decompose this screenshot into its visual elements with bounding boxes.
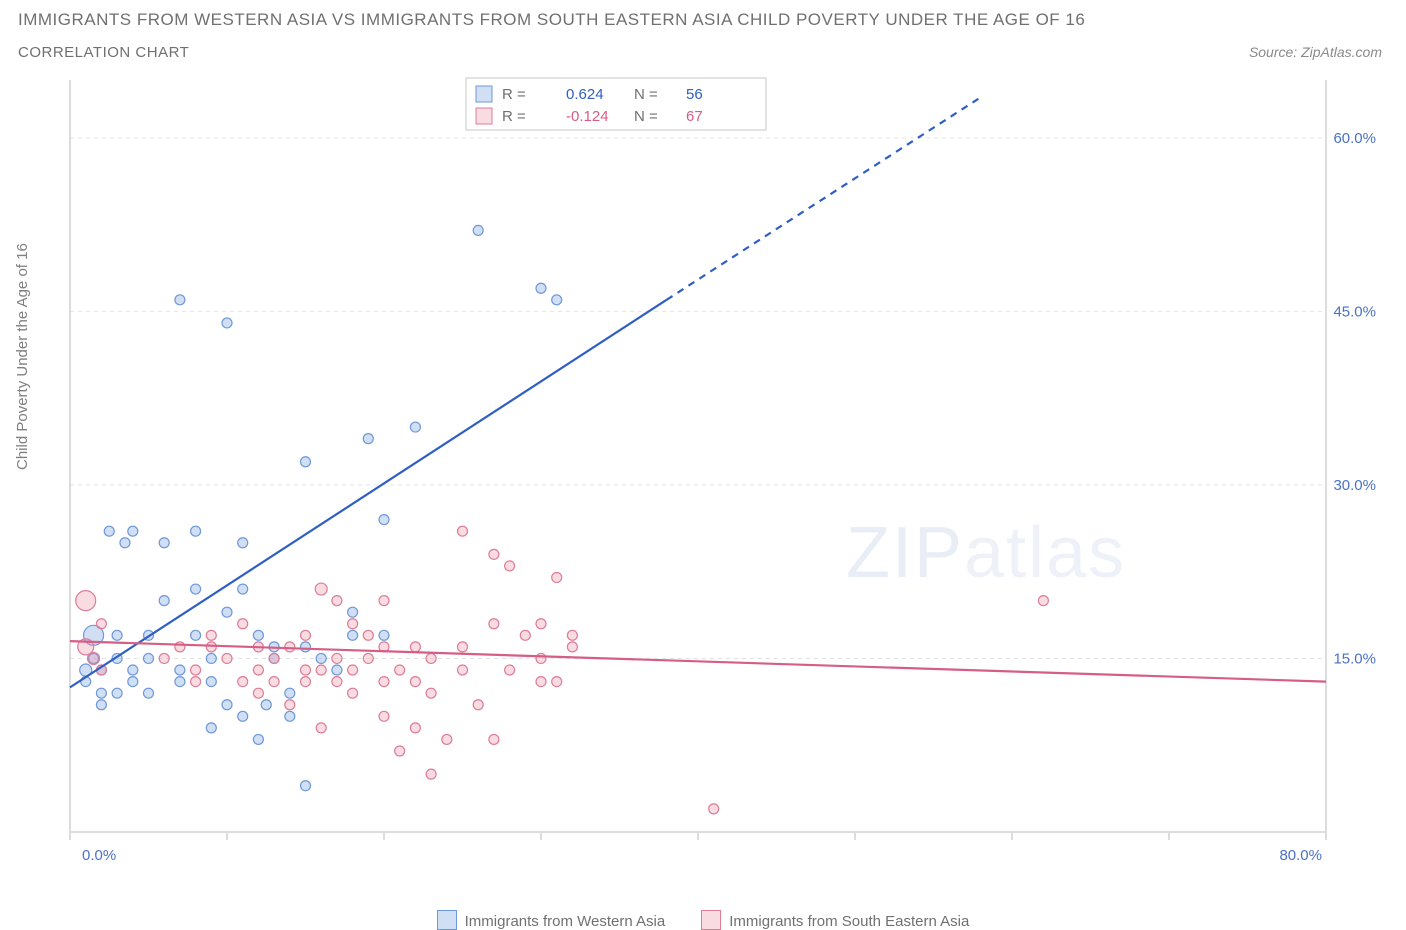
source-prefix: Source:	[1249, 44, 1301, 60]
swatch-south-eastern-icon	[701, 910, 721, 930]
swatch-western-icon	[437, 910, 457, 930]
legend-bottom: Immigrants from Western Asia Immigrants …	[0, 910, 1406, 930]
chart-page: IMMIGRANTS FROM WESTERN ASIA VS IMMIGRAN…	[0, 0, 1406, 930]
svg-text:60.0%: 60.0%	[1333, 130, 1376, 147]
svg-text:0.624: 0.624	[566, 86, 604, 103]
svg-text:80.0%: 80.0%	[1279, 847, 1322, 864]
svg-text:N =: N =	[634, 108, 658, 125]
svg-text:67: 67	[686, 108, 703, 125]
legend-item-south-eastern: Immigrants from South Eastern Asia	[701, 910, 969, 930]
svg-text:56: 56	[686, 86, 703, 103]
source-name: ZipAtlas.com	[1301, 44, 1382, 60]
scatter-plot: 15.0% 30.0% 45.0% 60.0% 0.0% 80.0% R = 0.624 N =…	[56, 72, 1386, 880]
source-attribution: Source: ZipAtlas.com	[1249, 44, 1382, 60]
svg-text:0.0%: 0.0%	[82, 847, 116, 864]
svg-text:N =: N =	[634, 86, 658, 103]
chart-svg: 15.0% 30.0% 45.0% 60.0% 0.0% 80.0% R = 0.624 N =…	[56, 72, 1386, 880]
svg-text:R =: R =	[502, 108, 526, 125]
y-axis-label: Child Poverty Under the Age of 16	[14, 243, 31, 470]
svg-text:15.0%: 15.0%	[1333, 650, 1376, 667]
svg-text:-0.124: -0.124	[566, 108, 609, 125]
legend-item-western: Immigrants from Western Asia	[437, 910, 666, 930]
svg-text:30.0%: 30.0%	[1333, 477, 1376, 494]
legend-label-south-eastern: Immigrants from South Eastern Asia	[729, 913, 969, 930]
legend-label-western: Immigrants from Western Asia	[465, 913, 666, 930]
chart-title: IMMIGRANTS FROM WESTERN ASIA VS IMMIGRAN…	[18, 10, 1085, 30]
svg-text:R =: R =	[502, 86, 526, 103]
chart-subtitle: CORRELATION CHART	[18, 44, 189, 61]
svg-text:45.0%: 45.0%	[1333, 303, 1376, 320]
